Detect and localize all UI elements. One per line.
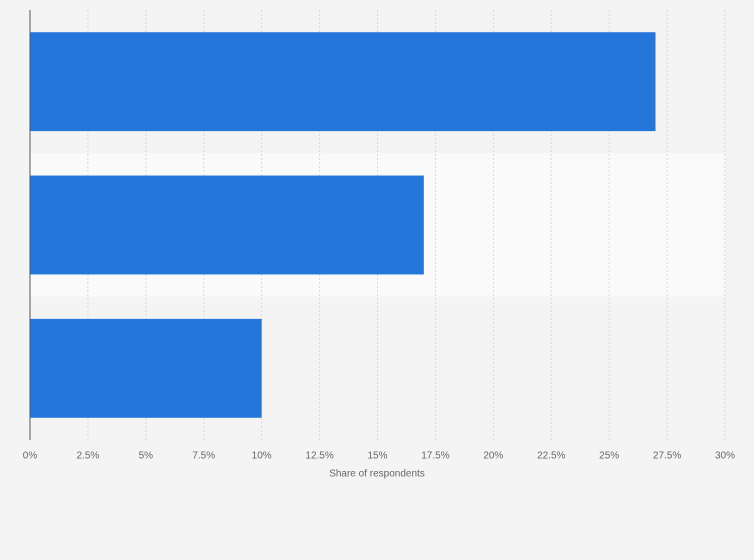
x-tick-label: 5% (139, 451, 154, 462)
x-tick-label: 25% (599, 451, 619, 462)
x-tick-label: 12.5% (305, 451, 333, 462)
x-tick-label: 15% (367, 451, 387, 462)
x-tick-label: 7.5% (192, 451, 215, 462)
x-tick-label: 30% (715, 451, 735, 462)
bar (30, 175, 424, 275)
bar (30, 318, 262, 418)
x-tick-label: 22.5% (537, 451, 565, 462)
bar (30, 32, 656, 132)
x-tick-label: 10% (252, 451, 272, 462)
x-tick-label: 17.5% (421, 451, 449, 462)
x-axis-title: Share of respondents (329, 469, 425, 480)
x-tick-label: 2.5% (77, 451, 100, 462)
x-tick-label: 20% (483, 451, 503, 462)
x-tick-label: 27.5% (653, 451, 681, 462)
x-tick-label: 0% (23, 451, 38, 462)
